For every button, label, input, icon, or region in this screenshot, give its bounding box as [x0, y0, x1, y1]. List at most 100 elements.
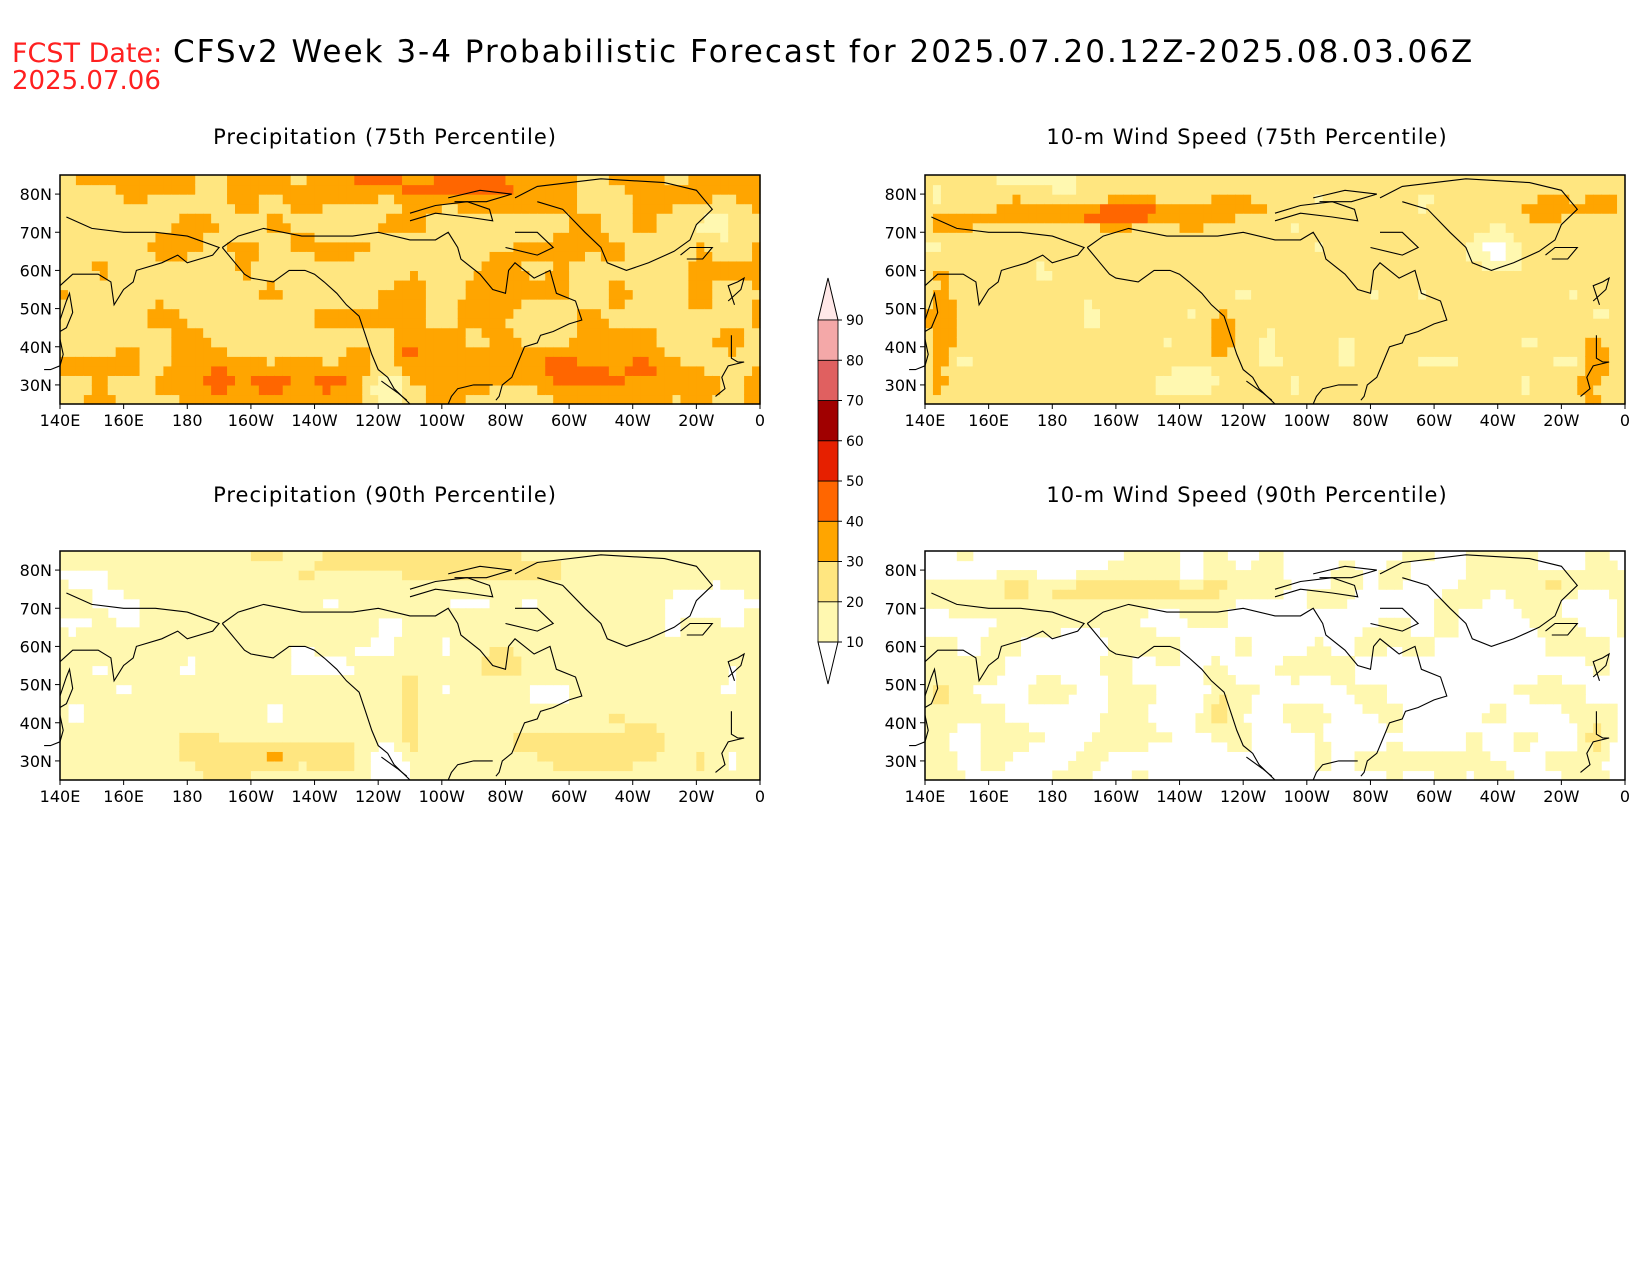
map-frame	[924, 174, 1626, 405]
coastline	[409, 577, 494, 598]
lon-tick-label: 180	[172, 787, 203, 806]
coastline	[924, 216, 1086, 307]
lat-tick-label: 40N	[885, 338, 917, 357]
colorbar-segment	[817, 561, 839, 603]
coastline	[727, 276, 746, 305]
colorbar-label: 70	[846, 394, 864, 410]
coastline	[59, 216, 221, 307]
coastline	[514, 554, 714, 647]
lat-tick-label: 80N	[20, 185, 52, 204]
lon-tick-label: 120W	[1220, 411, 1267, 430]
lon-tick-label: 160E	[968, 411, 1009, 430]
coastline	[381, 756, 408, 777]
coastline	[505, 607, 555, 632]
colorbar-segment	[817, 480, 839, 522]
coastline	[680, 246, 714, 260]
coastline	[1595, 335, 1610, 363]
coastline	[680, 622, 714, 636]
coastline	[1274, 577, 1359, 598]
colorbar-segment	[817, 520, 839, 562]
probability-field	[60, 175, 761, 405]
lon-tick-label: 160W	[228, 411, 275, 430]
page-title: CFSv2 Week 3-4 Probabilistic Forecast fo…	[173, 34, 1475, 70]
coastline	[59, 667, 74, 708]
axes: 140E 160E 180 160W 140W 120W 100W 80W 60W 40W 20W 0…	[20, 185, 765, 430]
lon-tick-label: 80W	[1352, 787, 1388, 806]
lon-tick-label: 40W	[615, 787, 651, 806]
coastline	[448, 565, 512, 579]
colorbar-label: 60	[846, 434, 864, 450]
coastline	[730, 335, 745, 363]
lat-tick-label: 50N	[885, 676, 917, 695]
lat-tick-label: 40N	[885, 714, 917, 733]
coastline	[1592, 652, 1611, 681]
lon-tick-label: 0	[1620, 411, 1630, 430]
lon-tick-label: 40W	[1480, 411, 1516, 430]
coastline	[1086, 623, 1276, 781]
coastline	[221, 227, 583, 401]
coastline	[1312, 760, 1358, 781]
map-frame	[59, 174, 761, 405]
lon-tick-label: 180	[172, 411, 203, 430]
lon-tick-label: 60W	[1416, 411, 1452, 430]
coastline	[1580, 737, 1610, 773]
lat-tick-label: 60N	[20, 637, 52, 656]
lon-tick-label: 0	[755, 787, 765, 806]
lat-tick-label: 70N	[20, 223, 52, 242]
lon-tick-label: 140W	[1156, 411, 1203, 430]
lat-tick-label: 60N	[885, 261, 917, 280]
lon-tick-label: 40W	[615, 411, 651, 430]
lat-tick-label: 80N	[885, 561, 917, 580]
lon-tick-label: 140W	[1156, 787, 1203, 806]
coastline	[1379, 554, 1579, 647]
lon-tick-label: 60W	[551, 787, 587, 806]
coastline	[448, 189, 512, 203]
lat-tick-label: 30N	[20, 376, 52, 395]
coastline	[221, 603, 583, 777]
coastline	[1313, 189, 1377, 203]
lon-tick-label: 0	[1620, 787, 1630, 806]
coastlines	[44, 178, 746, 405]
coastline	[1274, 201, 1359, 222]
coastline	[447, 384, 493, 405]
lon-tick-label: 140E	[905, 787, 946, 806]
lon-tick-label: 160E	[103, 411, 144, 430]
colorbar-segment	[817, 359, 839, 401]
coastline	[1246, 756, 1273, 777]
coastline	[514, 178, 714, 271]
lon-tick-label: 160W	[1093, 411, 1140, 430]
lon-tick-label: 80W	[1352, 411, 1388, 430]
lon-tick-label: 140W	[291, 787, 338, 806]
colorbar-label: 10	[846, 635, 864, 651]
coastline	[1370, 607, 1420, 632]
axes: 140E 160E 180 160W 140W 120W 100W 80W 60W 40W 20W 0…	[20, 561, 765, 806]
colorbar-segment	[817, 440, 839, 482]
lon-tick-label: 140E	[40, 411, 81, 430]
lat-tick-label: 50N	[20, 300, 52, 319]
lon-tick-label: 0	[755, 411, 765, 430]
lon-tick-label: 120W	[1220, 787, 1267, 806]
lat-tick-label: 70N	[20, 599, 52, 618]
lat-tick-label: 80N	[20, 561, 52, 580]
coastline	[1545, 622, 1579, 636]
map-panel-precip90: 140E 160E 180 160W 140W 120W 100W 80W 60W 40W 20W 0…	[20, 550, 765, 806]
coastline	[59, 592, 221, 683]
probability-field	[925, 175, 1626, 405]
lat-tick-label: 40N	[20, 338, 52, 357]
map-panel-precip75: 140E 160E 180 160W 140W 120W 100W 80W 60W 40W 20W 0…	[20, 174, 765, 430]
lat-tick-label: 30N	[885, 376, 917, 395]
lat-tick-label: 50N	[885, 300, 917, 319]
coastline	[1086, 227, 1448, 401]
axes: 140E 160E 180 160W 140W 120W 100W 80W 60W 40W 20W 0…	[885, 561, 1630, 806]
coastline	[1592, 276, 1611, 305]
lat-tick-label: 30N	[20, 752, 52, 771]
lon-tick-label: 160W	[228, 787, 275, 806]
coastline	[1312, 384, 1358, 405]
coastline	[409, 201, 494, 222]
colorbar-label: 80	[846, 353, 864, 369]
lon-tick-label: 20W	[678, 411, 714, 430]
probability-field	[925, 551, 1626, 781]
lon-tick-label: 120W	[355, 787, 402, 806]
lat-tick-label: 30N	[885, 752, 917, 771]
lon-tick-label: 60W	[1416, 787, 1452, 806]
